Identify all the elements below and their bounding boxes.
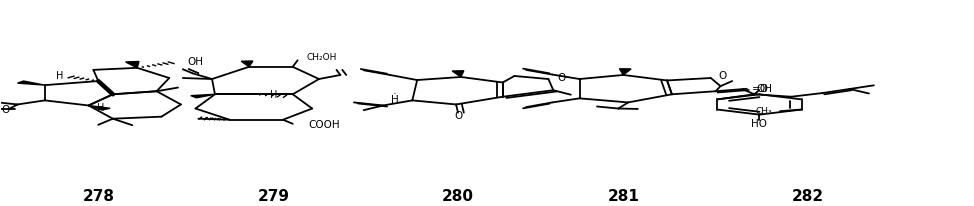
Text: OH: OH: [188, 57, 204, 67]
Text: 280: 280: [442, 188, 474, 204]
Polygon shape: [452, 71, 464, 77]
Text: H: H: [56, 71, 63, 81]
Text: HO: HO: [751, 119, 768, 129]
Polygon shape: [126, 62, 139, 68]
Text: CH₃: CH₃: [756, 107, 772, 116]
Text: 279: 279: [257, 188, 289, 204]
Polygon shape: [89, 105, 110, 110]
Text: 278: 278: [82, 188, 114, 204]
Text: H: H: [270, 90, 277, 100]
Text: O: O: [2, 104, 10, 115]
Text: H: H: [96, 103, 104, 113]
Text: O: O: [719, 71, 727, 81]
Polygon shape: [191, 94, 215, 98]
Text: 282: 282: [792, 188, 824, 204]
Text: OH: OH: [756, 84, 772, 94]
Text: O: O: [557, 73, 565, 83]
Polygon shape: [619, 69, 631, 75]
Text: 281: 281: [608, 188, 639, 204]
Text: Ḣ: Ḣ: [391, 95, 398, 105]
Text: =O: =O: [752, 84, 768, 94]
Text: O: O: [454, 111, 462, 121]
Text: COOH: COOH: [308, 121, 340, 130]
Polygon shape: [242, 61, 253, 67]
Text: CH₂OH: CH₂OH: [307, 53, 337, 62]
Polygon shape: [18, 81, 45, 85]
